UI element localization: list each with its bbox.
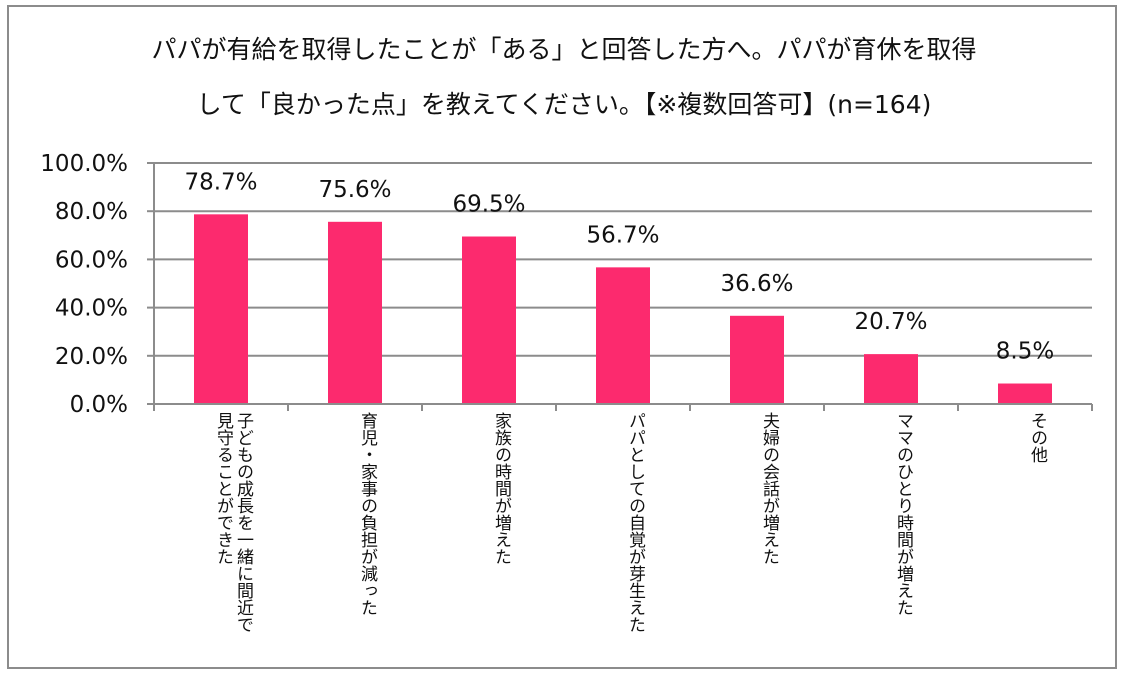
chart-title-line-1: パパが有給を取得したことが「ある」と回答した方へ。パパが育休を取得 — [151, 35, 977, 64]
bar — [864, 354, 918, 404]
category-label: ママのひとり時間が増えた — [893, 412, 913, 616]
bar — [328, 221, 382, 404]
data-label: 36.6% — [720, 271, 793, 297]
category-label: 家族の時間が増えた — [491, 412, 511, 565]
bar — [998, 383, 1052, 404]
data-label: 78.7% — [184, 169, 257, 195]
y-tick-label: 0.0% — [70, 392, 128, 418]
y-tick-label: 80.0% — [55, 199, 128, 225]
y-tick-label: 100.0% — [40, 151, 128, 177]
category-label: パパとしての自覚が芽生えた — [625, 412, 645, 633]
category-label: 夫婦の会話が増えた — [759, 412, 779, 565]
chart-frame — [7, 5, 1117, 669]
category-label: その他 — [1027, 412, 1047, 463]
y-tick-label: 20.0% — [55, 344, 128, 370]
bar — [462, 236, 516, 404]
y-tick-label: 40.0% — [55, 296, 128, 322]
bar — [730, 315, 784, 404]
bar — [596, 267, 650, 404]
category-label: 育児・家事の負担が減った — [357, 412, 377, 616]
y-tick-label: 60.0% — [55, 247, 128, 273]
data-label: 20.7% — [854, 309, 927, 335]
bar — [194, 214, 248, 404]
data-label: 56.7% — [586, 222, 659, 248]
data-label: 8.5% — [996, 339, 1054, 365]
category-label: 子どもの成長を一緒に間近で 見守ることができた — [213, 412, 253, 633]
chart-title-line-2: して「良かった点」を教えてください。【※複数回答可】(n=164) — [196, 90, 932, 119]
data-label: 69.5% — [452, 192, 525, 218]
data-label: 75.6% — [318, 177, 391, 203]
